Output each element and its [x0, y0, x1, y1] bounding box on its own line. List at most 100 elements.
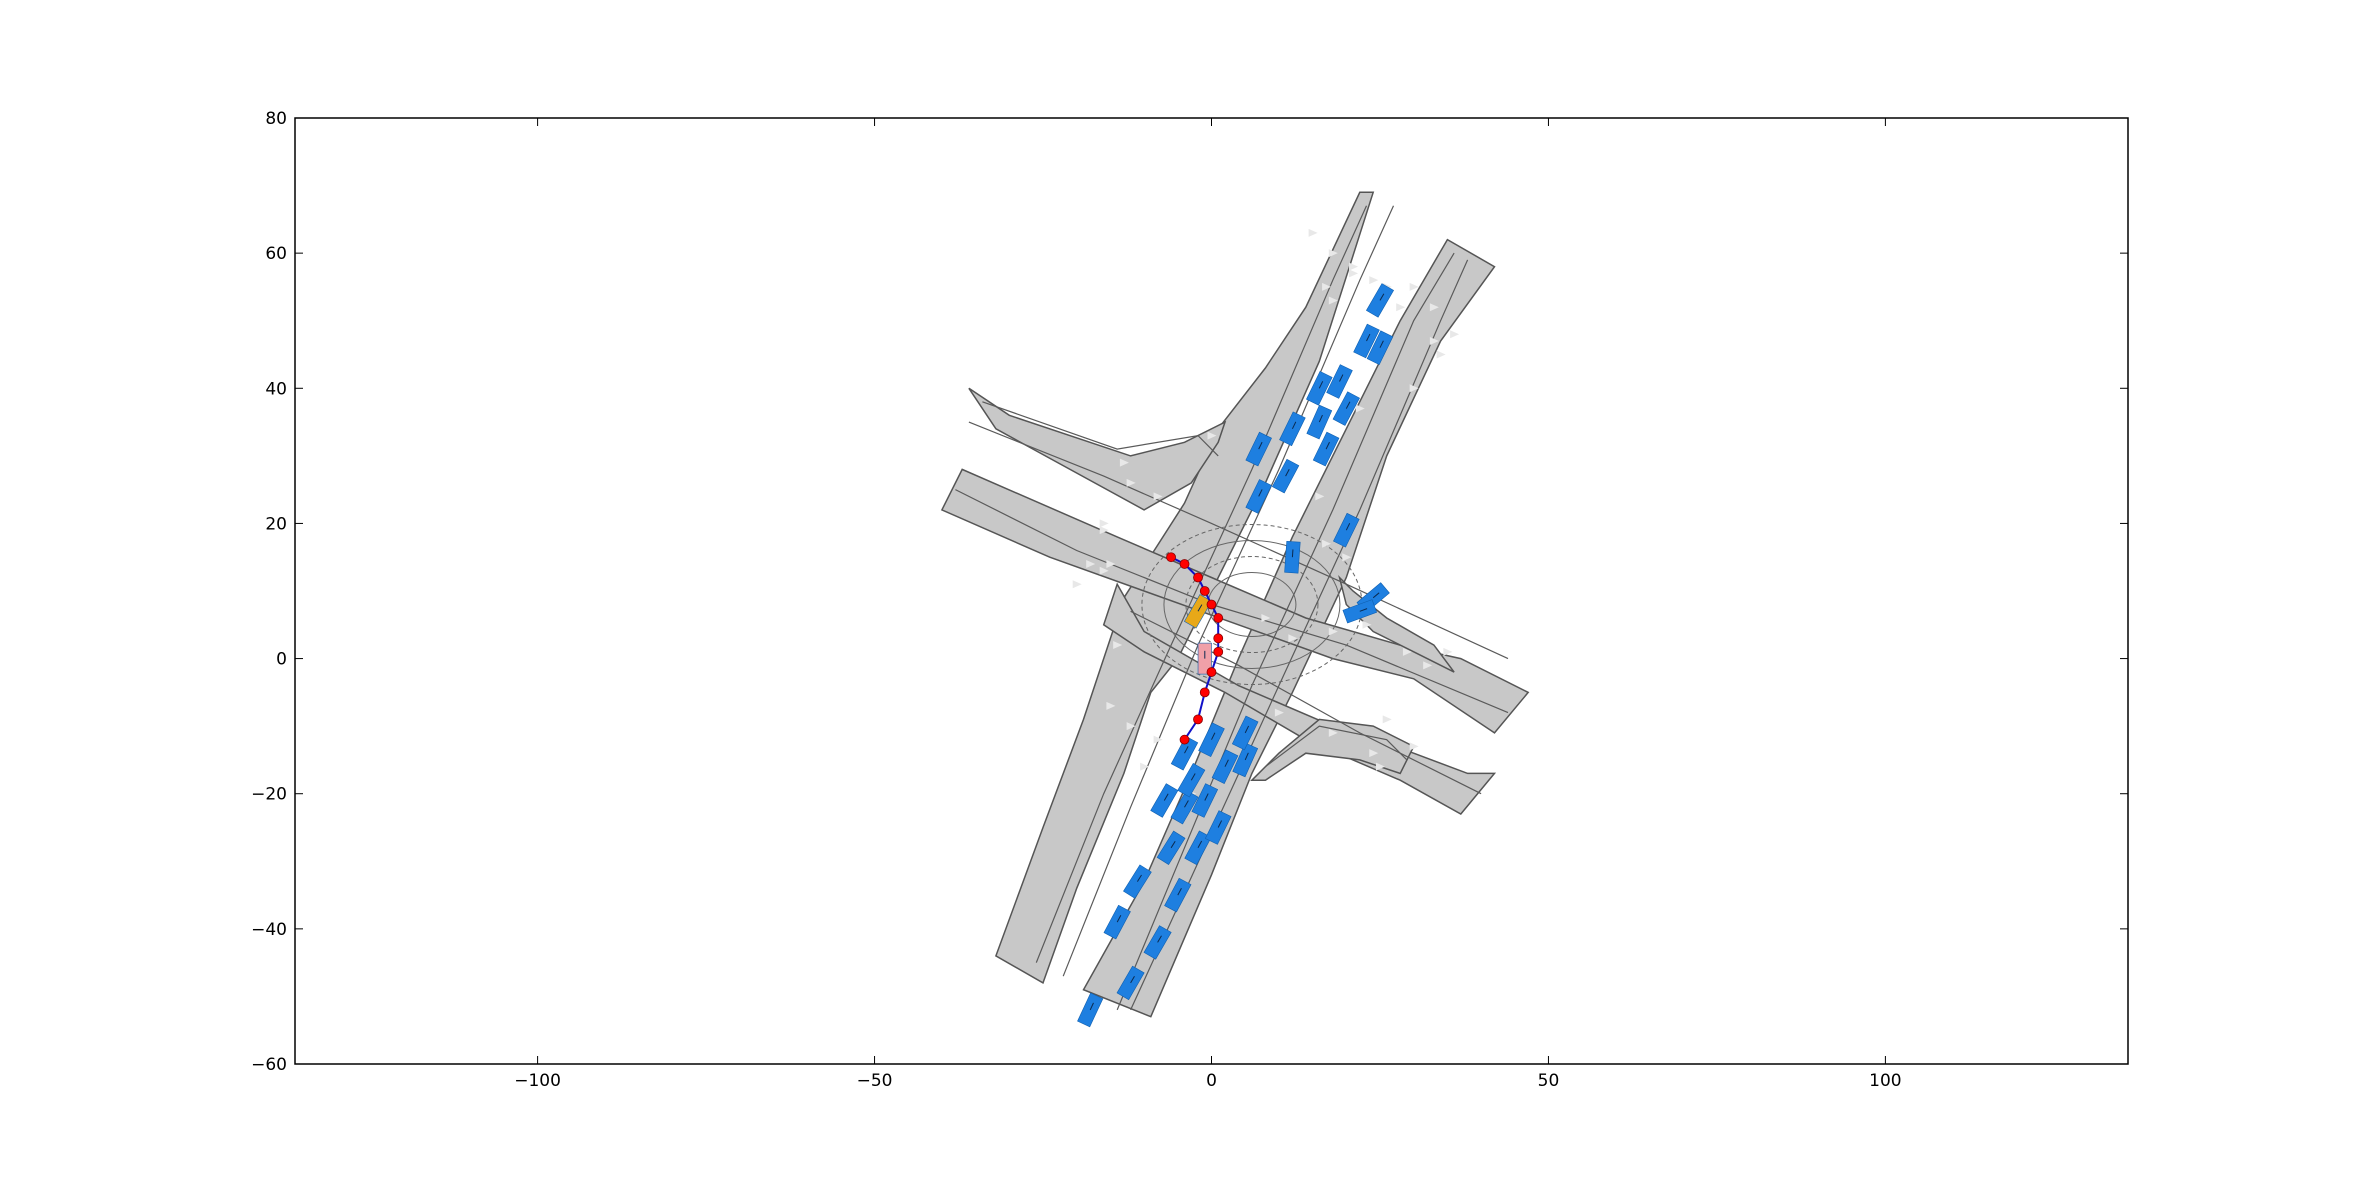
direction-arrow-28	[1328, 627, 1338, 636]
direction-arrow-11	[1322, 282, 1332, 291]
vehicle-11-heading	[1224, 759, 1229, 767]
x-tick-label-0: −100	[514, 1071, 561, 1091]
trajectory-point-10	[1193, 714, 1203, 725]
vehicle-29-heading	[1379, 293, 1385, 301]
direction-arrow-44	[1126, 722, 1136, 731]
direction-arrow-43	[1072, 580, 1082, 589]
connector-arc-2	[1163, 540, 1341, 670]
lane-line-5	[968, 421, 1509, 660]
target-vehicle	[1183, 594, 1213, 629]
vehicle-20-heading	[1318, 414, 1323, 423]
direction-arrow-20	[1308, 228, 1318, 237]
lane-line-2	[1116, 252, 1455, 1011]
y-tick-label-0: −60	[251, 1055, 287, 1075]
vehicle-15	[1231, 715, 1259, 751]
y-tick-label-2: −20	[251, 785, 287, 805]
direction-arrow-3	[1119, 458, 1129, 467]
y-tick-label-6: 60	[265, 244, 287, 264]
direction-arrow-40	[1153, 492, 1163, 501]
trajectory-layer	[1166, 552, 1224, 745]
vehicle-11	[1211, 749, 1239, 784]
y-tick-label-4: 20	[265, 514, 287, 534]
direction-arrow-31	[1423, 661, 1433, 670]
direction-arrow-1	[1113, 641, 1123, 650]
direction-arrow-21	[1328, 249, 1338, 258]
vehicle-14-heading	[1211, 732, 1216, 740]
vehicle-9-heading	[1204, 793, 1209, 801]
direction-arrow-18	[1409, 384, 1419, 393]
direction-arrow-13	[1349, 269, 1359, 278]
trajectory-point-1	[1179, 559, 1190, 569]
vehicle-14	[1198, 722, 1225, 757]
trajectory-point-0	[1166, 552, 1176, 563]
trajectory-point-6	[1213, 633, 1224, 644]
trajectory-point-11	[1179, 734, 1190, 745]
direction-arrow-9	[1342, 553, 1352, 562]
direction-arrow-25	[1429, 336, 1439, 345]
direction-arrow-22	[1349, 262, 1359, 271]
lane-line-0	[1035, 205, 1368, 963]
vehicle-layer	[1077, 283, 1395, 1028]
road-surface-5	[1250, 718, 1415, 781]
direction-arrow-32	[1443, 647, 1453, 656]
vehicle-13-body	[1232, 742, 1259, 778]
direction-arrow-38	[1409, 742, 1419, 751]
direction-arrow-15	[1409, 282, 1419, 291]
direction-arrow-24	[1396, 303, 1406, 312]
vehicle-3	[1143, 925, 1172, 960]
vehicle-28-heading	[1379, 340, 1384, 348]
direction-arrow-29	[1362, 620, 1372, 629]
y-tick-label-1: −40	[251, 920, 287, 940]
vehicle-13	[1232, 742, 1259, 778]
vehicle-20	[1306, 404, 1333, 440]
vehicle-13-heading	[1244, 752, 1249, 761]
vehicle-3-heading	[1157, 935, 1162, 943]
direction-arrow-2	[1099, 566, 1109, 575]
direction-arrow-41	[1099, 519, 1109, 528]
vehicle-23	[1245, 479, 1272, 514]
vehicle-16	[1150, 783, 1179, 818]
vehicle-31	[1333, 512, 1360, 548]
vehicle-24	[1306, 371, 1333, 406]
x-tick-label-2: 0	[1206, 1071, 1217, 1091]
direction-arrow-17	[1450, 330, 1460, 339]
vehicle-4-heading	[1136, 874, 1142, 882]
direction-arrow-8	[1315, 492, 1325, 501]
direction-arrow-14	[1369, 276, 1379, 285]
trajectory-point-4	[1206, 599, 1217, 610]
vehicle-25	[1326, 364, 1353, 399]
vehicle-21-heading	[1325, 441, 1330, 450]
direction-arrow-7	[1322, 539, 1332, 548]
x-tick-label-3: 50	[1538, 1071, 1560, 1091]
x-tick-label-1: −50	[857, 1071, 893, 1091]
direction-arrow-35	[1328, 728, 1338, 737]
vehicle-25-heading	[1339, 374, 1344, 382]
vehicle-7-heading	[1197, 840, 1203, 849]
trajectory-point-7	[1213, 646, 1224, 657]
direction-arrow-33	[1369, 749, 1379, 758]
vehicle-7	[1184, 830, 1212, 866]
y-tick-label-5: 40	[265, 379, 287, 399]
vehicle-2-heading	[1116, 915, 1122, 923]
lane-line-1	[1062, 205, 1395, 977]
vehicle-5-heading	[1177, 888, 1182, 896]
vehicle-12-heading	[1184, 746, 1189, 754]
x-tick-label-4: 100	[1869, 1071, 1901, 1091]
lane-line-8	[1265, 725, 1408, 768]
direction-arrow-34	[1375, 762, 1385, 771]
direction-arrow-4	[1099, 526, 1109, 535]
direction-arrow-10	[1355, 404, 1365, 413]
vehicle-18-heading	[1258, 441, 1263, 450]
vehicle-5	[1164, 877, 1192, 913]
vehicle-0-heading	[1089, 1002, 1094, 1011]
vehicle-10-heading	[1190, 773, 1196, 781]
vehicle-8-heading	[1184, 800, 1189, 808]
vehicle-4	[1123, 864, 1152, 899]
y-tick-label-3: 0	[276, 650, 287, 670]
direction-arrow-19	[1436, 350, 1446, 359]
vehicle-21	[1312, 431, 1340, 467]
trajectory-point-9	[1199, 687, 1210, 698]
road-surface-2	[968, 387, 1227, 511]
vehicle-23-heading	[1258, 489, 1263, 497]
